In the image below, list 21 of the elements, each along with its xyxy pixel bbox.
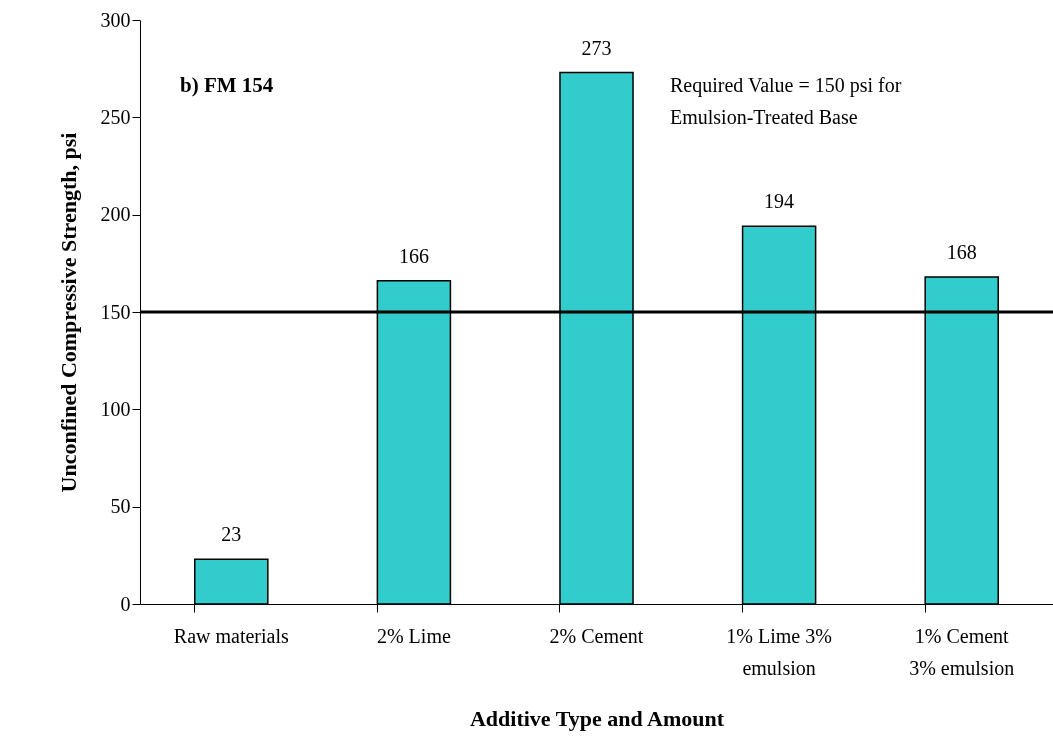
x-tick-label: 1% Lime 3% emulsion [726,624,832,679]
x-tick-label: 2% Lime [376,624,451,647]
y-tick-label: 100 [100,397,131,420]
annotation: Required Value = 150 psi for Emulsion-Treated Base [670,74,902,128]
x-tick-label: 2% Cement [549,624,644,647]
x-tick-label: Raw materials [173,624,289,647]
annotation: b) FM 154 [180,73,274,97]
data-label: 166 [398,244,429,267]
x-tick-label: 1% Cement 3% emulsion [909,624,1015,679]
data-label: 194 [764,190,795,213]
y-tick-label: 250 [100,105,131,128]
y-axis-title: Unconfined Compressive Strength, psi [55,132,81,493]
y-tick-label: 50 [110,495,131,518]
data-label: 23 [221,523,242,546]
y-tick-label: 200 [100,203,131,226]
y-tick-label: 150 [100,300,131,323]
y-tick-label: 300 [100,8,131,31]
data-label: 273 [581,36,612,59]
x-axis-title: Additive Type and Amount [469,705,725,731]
data-label: 168 [946,240,977,263]
y-tick-label: 0 [120,592,131,615]
